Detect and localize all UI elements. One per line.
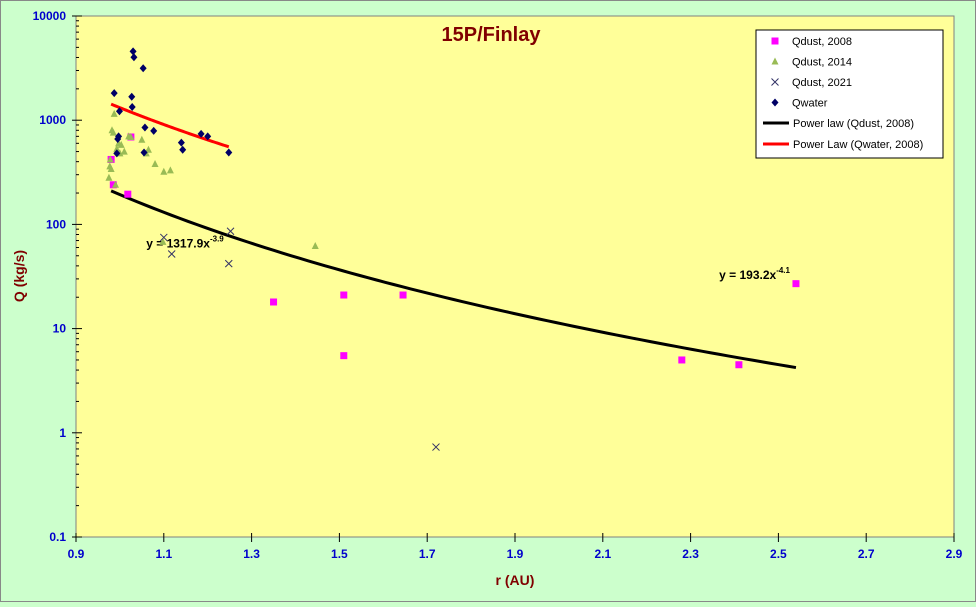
fit-equation-text: y = 1317.9x — [146, 237, 210, 251]
data-point-triangle — [109, 128, 117, 136]
x-tick-label: 2.7 — [858, 547, 875, 561]
data-point-square — [399, 291, 407, 299]
data-point-diamond — [129, 47, 137, 56]
legend-label: Power Law (Qwater, 2008) — [793, 139, 923, 151]
data-point-square — [340, 291, 348, 299]
legend-marker-x — [771, 78, 779, 86]
fit-line-1 — [110, 102, 230, 149]
y-axis-label: Q (kg/s) — [11, 250, 27, 302]
x-tick-label: 1.1 — [155, 547, 172, 561]
x-axis-label: r (AU) — [496, 572, 535, 588]
x-tick-label: 2.9 — [946, 547, 963, 561]
legend-marker-diamond — [771, 98, 779, 107]
data-point-x — [167, 250, 176, 258]
data-point-triangle — [166, 166, 174, 174]
x-tick-label: 0.9 — [68, 547, 85, 561]
legend-box — [755, 29, 944, 159]
data-point-diamond — [150, 126, 158, 135]
data-point-diamond — [179, 145, 187, 154]
legend-label: Power law (Qdust, 2008) — [793, 118, 914, 130]
x-tick-label: 2.1 — [594, 547, 611, 561]
x-tick-label: 2.5 — [770, 547, 787, 561]
legend-label: Qdust, 2021 — [792, 77, 852, 89]
data-point-triangle — [113, 144, 121, 152]
axis-layer: 0.1 1 10 100 1000 10000 0.9 1.1 1.3 1.5 1.7 1.9 2.1 2… — [33, 9, 963, 561]
data-point-diamond — [141, 123, 149, 132]
data-point-triangle — [159, 237, 167, 245]
data-point-diamond — [113, 149, 121, 158]
y-tick-label: 1 — [59, 426, 66, 440]
fit-equation-exponent: -4.1 — [776, 266, 790, 275]
data-point-triangle — [127, 132, 135, 140]
y-tick-label: 1000 — [39, 113, 66, 127]
data-point-diamond — [128, 92, 136, 101]
data-point-x — [159, 233, 168, 242]
data-point-triangle — [112, 180, 120, 188]
data-point-triangle — [106, 155, 114, 163]
data-point-diamond — [110, 89, 118, 98]
data-point-square — [340, 352, 348, 360]
data-point-square — [678, 356, 686, 364]
data-point-diamond — [225, 148, 233, 157]
data-point-x — [224, 259, 233, 268]
fit-equation-text: y = 193.2x — [719, 268, 776, 282]
data-point-triangle — [311, 242, 319, 250]
legend: Qdust, 2008 Qdust, 2014 Qdust, 2021 Qwater P… — [755, 29, 944, 159]
data-point-square — [792, 280, 800, 288]
data-point-diamond — [128, 102, 136, 111]
data-point-diamond — [197, 129, 205, 138]
data-point-square — [109, 181, 117, 189]
y-tick-label: 100 — [46, 217, 66, 231]
data-point-triangle — [105, 173, 113, 181]
data-point-diamond — [139, 64, 147, 73]
legend-label: Qdust, 2008 — [792, 36, 852, 48]
y-tick-label: 10000 — [33, 9, 67, 23]
legend-label: Qwater — [792, 98, 828, 110]
x-tick-label: 1.5 — [331, 547, 348, 561]
data-point-diamond — [115, 107, 123, 116]
data-point-square — [270, 298, 278, 306]
data-point-square — [735, 361, 743, 369]
data-point-diamond — [140, 148, 148, 157]
data-point-diamond — [177, 138, 185, 147]
data-point-triangle — [151, 159, 159, 167]
y-tick-label: 0.1 — [49, 530, 66, 544]
data-point-diamond — [115, 132, 123, 141]
data-point-triangle — [120, 147, 128, 155]
data-point-triangle — [107, 165, 115, 173]
fit-line-0 — [110, 189, 797, 370]
legend-marker-square — [771, 37, 779, 45]
data-point-triangle — [117, 140, 125, 148]
legend-label: Qdust, 2014 — [792, 57, 852, 69]
fit-layer: y = 193.2x-4.1 y = 1317.9x-3.9 — [110, 102, 797, 370]
data-point-triangle — [144, 145, 152, 153]
x-tick-label: 1.7 — [419, 547, 436, 561]
fit-equation-exponent: -3.9 — [210, 235, 224, 244]
point-layer — [105, 47, 800, 451]
data-point-x — [432, 443, 440, 451]
data-point-triangle — [138, 135, 146, 143]
data-point-triangle — [110, 109, 118, 117]
x-tick-label: 2.3 — [682, 547, 699, 561]
data-point-x — [226, 227, 235, 236]
y-tick-label: 10 — [53, 322, 67, 336]
fit-equation-0: y = 193.2x-4.1 — [719, 266, 790, 282]
x-tick-label: 1.9 — [507, 547, 524, 561]
data-point-square — [124, 190, 132, 198]
data-point-diamond — [204, 132, 212, 141]
x-tick-label: 1.3 — [243, 547, 260, 561]
chart-title: 15P/Finlay — [442, 24, 542, 46]
data-point-triangle — [160, 167, 168, 175]
data-point-diamond — [130, 53, 138, 62]
legend-marker-triangle — [771, 57, 779, 65]
